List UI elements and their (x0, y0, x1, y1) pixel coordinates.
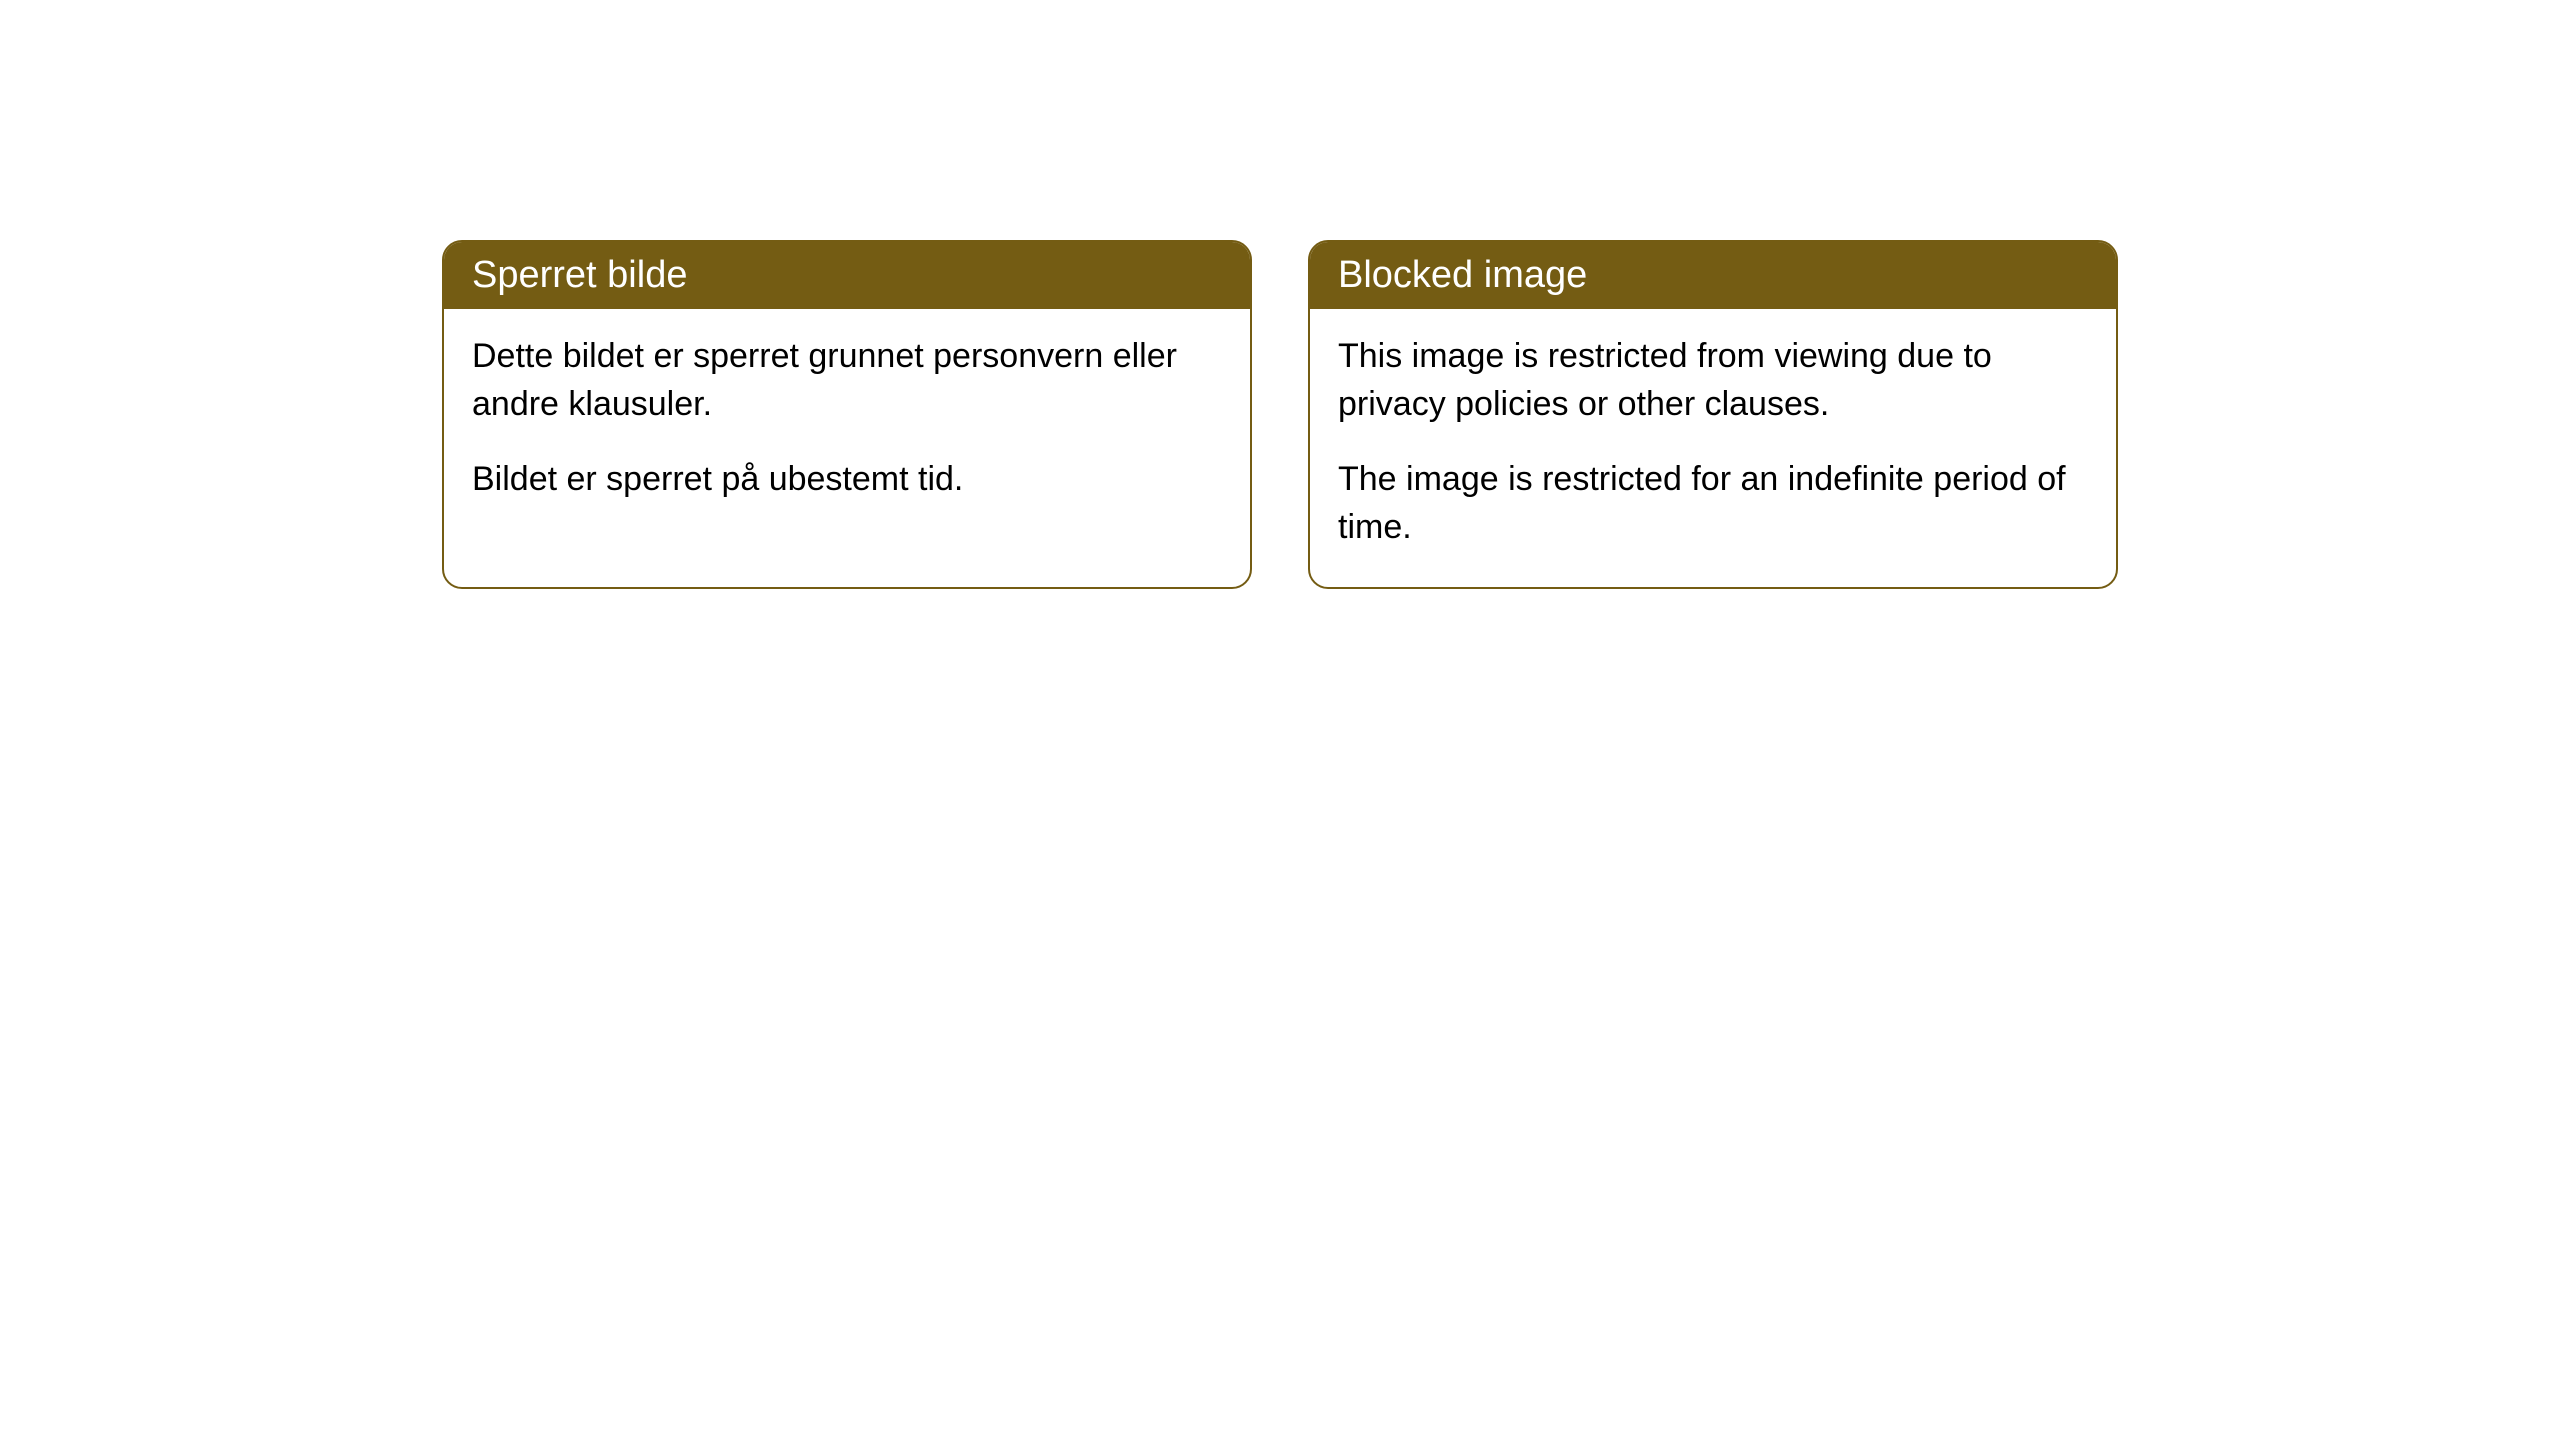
blocked-image-card-norwegian: Sperret bilde Dette bildet er sperret gr… (442, 240, 1252, 589)
card-header: Blocked image (1310, 242, 2116, 309)
card-paragraph: Bildet er sperret på ubestemt tid. (472, 456, 1222, 504)
card-body: This image is restricted from viewing du… (1310, 309, 2116, 587)
card-header: Sperret bilde (444, 242, 1250, 309)
cards-container: Sperret bilde Dette bildet er sperret gr… (442, 240, 2118, 589)
card-paragraph: This image is restricted from viewing du… (1338, 333, 2088, 428)
card-title: Sperret bilde (472, 254, 687, 296)
card-paragraph: The image is restricted for an indefinit… (1338, 456, 2088, 551)
card-paragraph: Dette bildet er sperret grunnet personve… (472, 333, 1222, 428)
card-body: Dette bildet er sperret grunnet personve… (444, 309, 1250, 540)
blocked-image-card-english: Blocked image This image is restricted f… (1308, 240, 2118, 589)
card-title: Blocked image (1338, 254, 1587, 296)
